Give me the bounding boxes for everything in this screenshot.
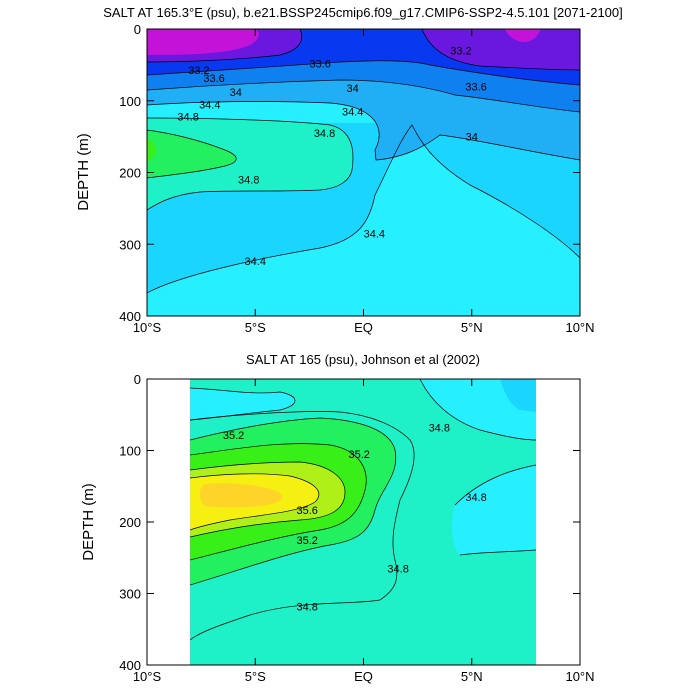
top-contour-label: 34.8 [238, 175, 259, 187]
top-contour-35.2 [147, 129, 237, 179]
bottom-contour-35.8 [190, 473, 320, 531]
top-contour-label: 34.8 [177, 112, 198, 124]
top-x-tick-label: 10°S [133, 320, 162, 335]
top-contour-label: 34.8 [314, 128, 335, 140]
top-y-tick-label: 300 [119, 237, 141, 252]
bottom-contour-34.8-right-lower [459, 549, 536, 556]
top-contour-label: 34.4 [342, 107, 363, 119]
bottom-y-tick-label: 300 [119, 587, 141, 602]
bottom-panel: SALT AT 165 (psu), Johnson et al (2002) [80, 352, 595, 684]
bottom-contour-label: 35.2 [296, 535, 317, 547]
bottom-x-tick-label: 10°S [133, 669, 162, 684]
bottom-contour-label: 35.6 [296, 505, 317, 517]
top-region-green [147, 130, 237, 178]
bottom-region-gold [199, 483, 283, 508]
bottom-contour-labels: 35.2 35.2 34.8 35.6 34.8 35.2 34.8 34.8 [223, 423, 487, 614]
bottom-region-cyan-top [500, 379, 536, 412]
bottom-contour-34.8-main [190, 411, 415, 641]
bottom-contour-34.8-right-upper [454, 464, 536, 506]
top-contour-labels: 33.633.23434.434.833.63434.434.834.834.4… [177, 46, 486, 268]
bottom-contour-label: 34.8 [387, 563, 408, 575]
top-y-tick-label: 0 [134, 22, 141, 37]
top-contour-label: 33.6 [203, 73, 224, 85]
top-contour-label: 34.4 [245, 256, 266, 268]
top-contour-34.4-upper [147, 101, 580, 161]
top-contour-label: 33.2 [450, 46, 471, 58]
top-contour-label: 34.4 [364, 228, 385, 240]
top-contour-label: 33.6 [465, 81, 486, 93]
bottom-contour-label: 35.2 [348, 449, 369, 461]
top-contour-33.6 [147, 60, 580, 86]
top-region-purple-right [422, 29, 580, 70]
top-y-tick-label: 200 [119, 166, 141, 181]
top-contour-label: 34 [230, 87, 242, 99]
top-panel: SALT AT 165.3°E (psu), b.e21.BSSP245cmip… [75, 5, 623, 335]
bottom-y-axis-label: DEPTH (m) [80, 483, 97, 561]
top-axis-ticks: 10°S 5°S EQ 5°N 10°N 0 100 200 300 400 [119, 22, 594, 335]
top-panel-title: SALT AT 165.3°E (psu), b.e21.BSSP245cmip… [103, 5, 623, 20]
top-x-tick-label: 5°S [245, 320, 266, 335]
bottom-panel-title: SALT AT 165 (psu), Johnson et al (2002) [246, 352, 480, 367]
top-region-magenta-left [147, 29, 259, 55]
top-x-tick-label: 10°N [565, 320, 594, 335]
bottom-x-tick-label: 5°S [245, 669, 266, 684]
bottom-contour-35.6 [190, 461, 346, 538]
bottom-x-tick-label: EQ [354, 669, 373, 684]
bottom-contour-35.2 [190, 417, 397, 586]
top-region-bright-green [147, 138, 156, 161]
top-y-tick-label: 400 [119, 309, 141, 324]
bottom-region-aqua-left [190, 388, 295, 420]
top-contour-label: 34.4 [199, 99, 220, 111]
top-contour-label: 33.6 [309, 58, 330, 70]
bottom-contour-label: 34.8 [296, 601, 317, 613]
bottom-contour-35.4 [190, 443, 367, 561]
top-y-tick-label: 100 [119, 94, 141, 109]
bottom-y-tick-label: 0 [134, 372, 141, 387]
top-x-tick-label: EQ [354, 320, 373, 335]
bottom-contour-34.4-left [190, 387, 296, 421]
bottom-region-aqua-right [451, 465, 536, 555]
top-contour-34.4-lower [147, 124, 580, 294]
top-region-magenta-right [505, 29, 540, 42]
top-contour-33.2-right [421, 29, 580, 71]
top-y-axis-label: DEPTH (m) [75, 133, 92, 211]
bottom-salinity-fill [190, 379, 536, 665]
bottom-contour-label: 34.8 [465, 492, 486, 504]
bottom-contour-label: 35.2 [223, 430, 244, 442]
top-contour-label: 33.2 [188, 65, 209, 77]
bottom-x-tick-label: 10°N [565, 669, 594, 684]
bottom-y-tick-label: 100 [119, 444, 141, 459]
bottom-x-tick-label: 5°N [461, 669, 483, 684]
top-contour-label: 34 [347, 83, 359, 95]
top-contour-34.0 [147, 79, 580, 113]
top-salinity-fill [147, 29, 580, 316]
top-contour-33.2-left [147, 29, 303, 63]
top-contour-34.8 [147, 117, 354, 211]
bottom-y-tick-label: 200 [119, 515, 141, 530]
bottom-axis-ticks: 10°S 5°S EQ 5°N 10°N 0 100 200 300 400 [119, 372, 594, 684]
top-x-tick-label: 5°N [461, 320, 483, 335]
top-contour-label: 34 [466, 132, 478, 144]
bottom-contour-34.8-top [419, 379, 536, 441]
bottom-contour-label: 34.8 [429, 423, 450, 435]
bottom-y-tick-label: 400 [119, 658, 141, 673]
